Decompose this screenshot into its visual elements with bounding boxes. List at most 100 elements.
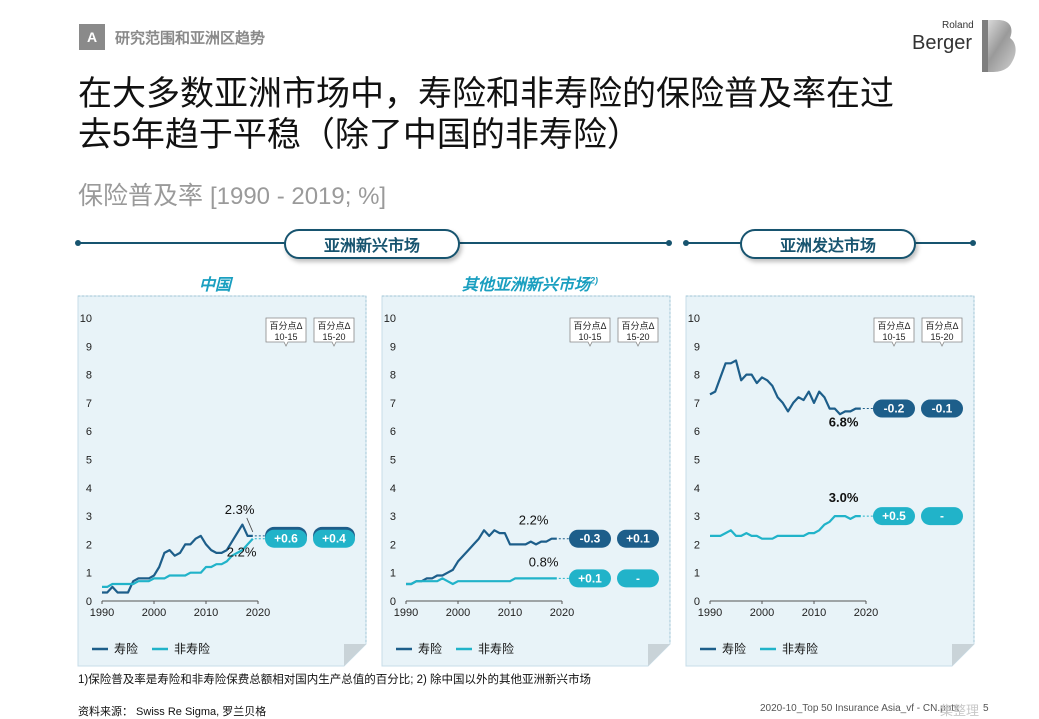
panel-fold-corner [344, 644, 366, 666]
series-line-nonlife [710, 515, 861, 540]
roland-berger-logo: Roland Berger [912, 18, 1022, 74]
y-tick-label: 4 [86, 483, 92, 495]
page-title: 在大多数亚洲市场中，寿险和非寿险的保险普及率在过 去5年趋于平稳（除了中国的非寿… [78, 74, 978, 156]
delta-header-bottom: 10-15 [882, 332, 905, 342]
footnote: 1)保险普及率是寿险和非寿险保费总额相对国内生产总值的百分比; 2) 除中国以外… [78, 674, 592, 686]
y-tick-label: 8 [694, 370, 700, 382]
end-value-label: 3.0% [829, 490, 859, 505]
delta-header-box [617, 317, 659, 347]
series-line-life [406, 529, 557, 586]
delta-badge-label: -0.3 [580, 532, 601, 546]
y-tick-label: 9 [694, 341, 700, 353]
x-tick-label: 2000 [750, 607, 774, 619]
panel-fold-corner [648, 644, 670, 666]
y-tick-label: 2 [694, 539, 700, 551]
section-label: 研究范围和亚洲区趋势 [115, 29, 266, 47]
delta-header-box [569, 317, 611, 347]
title-line-2: 去5年趋于平稳（除了中国的非寿险） [78, 116, 641, 154]
end-value-label: 2.2% [519, 513, 549, 528]
delta-header-bottom: 15-20 [626, 332, 649, 342]
panel-background [77, 295, 367, 667]
legend-label-life: 寿险 [114, 641, 138, 656]
watermark: 集整理 [940, 703, 980, 718]
panel-fold-corner [952, 644, 974, 666]
section-tag: A 研究范围和亚洲区趋势 [79, 24, 265, 50]
delta-badge [313, 529, 355, 548]
logo-b-mark-icon [982, 20, 1016, 72]
y-tick-label: 1 [694, 568, 700, 580]
y-tick-label: 6 [86, 426, 92, 438]
panel-background [685, 295, 975, 667]
y-tick-label: 10 [80, 313, 92, 325]
y-tick-label: 4 [694, 483, 700, 495]
x-tick-label: 2000 [142, 607, 166, 619]
delta-badge [873, 399, 915, 418]
end-value-label: 2.2% [227, 545, 257, 560]
y-tick-label: 5 [86, 455, 92, 467]
page-number: 5 [983, 703, 989, 714]
delta-header-top: 百分点Δ [317, 321, 350, 331]
y-tick-label: 5 [694, 455, 700, 467]
delta-badge [921, 399, 963, 418]
group-line-dot [970, 240, 976, 246]
y-tick-label: 3 [86, 511, 92, 523]
delta-badge [921, 507, 963, 526]
delta-header-top: 百分点Δ [621, 321, 654, 331]
delta-badge [873, 507, 915, 526]
subtitle-main: 保险普及率 [78, 182, 204, 210]
delta-header-bottom: 10-15 [578, 332, 601, 342]
delta-badge-label: +0.4 [322, 532, 346, 546]
delta-badge-label: - [940, 509, 944, 523]
y-tick-label: 7 [86, 398, 92, 410]
series-line-nonlife [406, 577, 557, 586]
x-tick-label: 2020 [854, 607, 878, 619]
subtitle-unit: [1990 - 2019; %] [209, 183, 387, 210]
y-tick-label: 3 [390, 511, 396, 523]
y-tick-label: 9 [86, 341, 92, 353]
y-tick-label: 6 [390, 426, 396, 438]
y-tick-label: 7 [390, 398, 396, 410]
end-value-label: 2.3% [225, 502, 255, 517]
y-tick-label: 10 [688, 313, 700, 325]
delta-header-box [873, 317, 915, 347]
delta-badge-label: - [636, 571, 640, 585]
series-line-life [709, 359, 861, 416]
x-tick-label: 2010 [498, 607, 522, 619]
delta-header-top: 百分点Δ [573, 321, 606, 331]
panel-title-other-text: 其他亚洲新兴市场 [461, 277, 590, 294]
x-tick-label: 1990 [90, 607, 114, 619]
legend-label-life: 寿险 [722, 641, 746, 656]
delta-badge-label: -0.2 [884, 402, 905, 416]
section-letter: A [79, 24, 105, 50]
delta-badge-label: +0.1 [578, 571, 602, 585]
group-pill-emerging: 亚洲新兴市场 [284, 229, 460, 259]
series-line-nonlife [102, 537, 254, 588]
y-tick-label: 1 [390, 568, 396, 580]
y-tick-label: 0 [86, 596, 92, 608]
delta-header-bottom: 15-20 [322, 332, 345, 342]
subtitle: 保险普及率 [1990 - 2019; %] [78, 176, 386, 212]
delta-badge-label: +0.6 [274, 532, 298, 546]
delta-badge [617, 529, 659, 548]
logo-roland: Roland [942, 20, 974, 31]
group-line-dot [666, 240, 672, 246]
x-tick-label: 2010 [802, 607, 826, 619]
x-tick-label: 1990 [698, 607, 722, 619]
end-label-leader [246, 517, 254, 533]
delta-header-top: 百分点Δ [877, 321, 910, 331]
delta-badge-label: +0.5 [882, 509, 906, 523]
group-pill-developed: 亚洲发达市场 [740, 229, 916, 259]
panel-title-china-text: 中国 [198, 277, 231, 294]
y-tick-label: 0 [390, 596, 396, 608]
y-tick-label: 7 [694, 398, 700, 410]
source: 资料来源： Swiss Re Sigma, 罗兰贝格 [78, 706, 267, 718]
legend-label-life: 寿险 [418, 641, 442, 656]
y-tick-label: 10 [384, 313, 396, 325]
